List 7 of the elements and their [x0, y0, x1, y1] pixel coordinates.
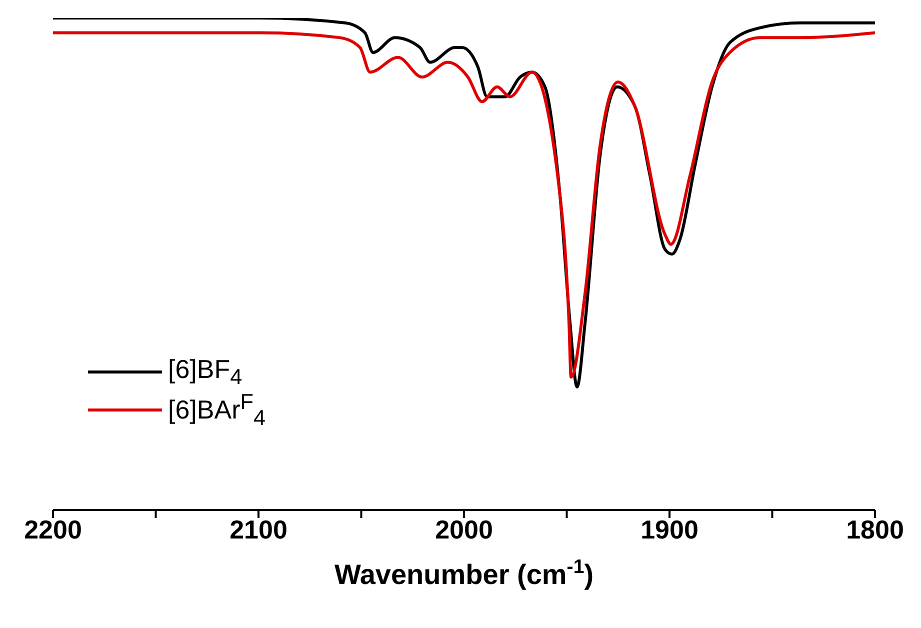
x-tick-label: 2000	[435, 514, 493, 544]
x-tick-label: 1900	[640, 514, 698, 544]
x-tick-label: 1800	[846, 514, 904, 544]
x-tick-label: 2200	[24, 514, 82, 544]
legend-label: [6]BF$_{4}$	[168, 354, 242, 390]
x-tick-label: 2100	[230, 514, 288, 544]
x-axis-title: Wavenumber (cm$^{-1}$)	[334, 556, 594, 590]
